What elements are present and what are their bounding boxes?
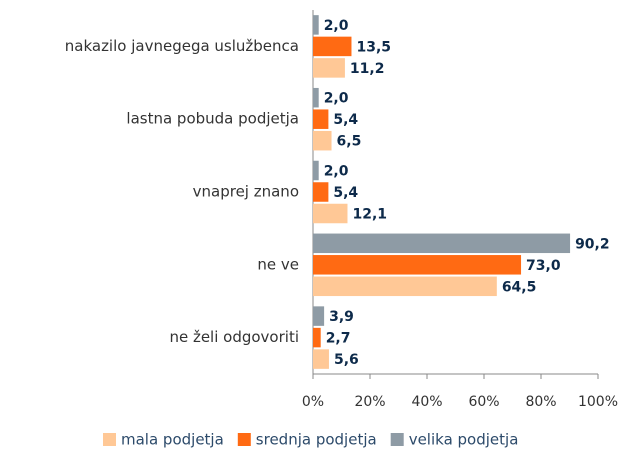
bar (313, 349, 329, 369)
x-tick-label: 80% (525, 394, 556, 410)
bar (313, 182, 329, 202)
bar (313, 276, 497, 297)
bar (313, 58, 345, 78)
value-label: 5,6 (334, 352, 359, 368)
x-tick-label: 100% (578, 394, 618, 410)
bar (313, 15, 319, 35)
x-tick-label: 40% (411, 394, 442, 410)
value-label: 5,4 (333, 112, 358, 128)
category-label: vnaprej znano (193, 183, 299, 201)
bar (313, 203, 348, 224)
value-label: 11,2 (350, 61, 385, 77)
value-label: 5,4 (333, 185, 358, 201)
value-label: 3,9 (329, 309, 354, 325)
bar (313, 87, 319, 108)
bar (313, 255, 522, 275)
category-label: lastna pobuda podjetja (126, 110, 299, 128)
value-label: 2,0 (324, 164, 349, 180)
legend-label: mala podjetja (121, 431, 224, 449)
value-label: 6,5 (337, 134, 362, 150)
value-label: 2,0 (324, 18, 349, 34)
bar (313, 130, 332, 151)
bar (313, 109, 329, 129)
category-label: ne ve (257, 255, 299, 273)
bar (313, 36, 352, 57)
bar (313, 306, 325, 326)
legend-label: srednja podjetja (256, 431, 377, 449)
value-label: 2,7 (326, 331, 351, 347)
category-label: nakazilo javnegega uslužbenca (65, 37, 299, 55)
legend-label: velika podjetja (409, 431, 519, 449)
legend-swatch (103, 433, 116, 446)
category-label: ne želi odgovoriti (169, 328, 299, 346)
x-tick-label: 60% (468, 394, 499, 410)
value-label: 64,5 (502, 279, 537, 295)
bar (313, 327, 321, 348)
value-label: 73,0 (526, 258, 561, 274)
value-label: 90,2 (575, 236, 610, 252)
bar (313, 233, 571, 254)
value-label: 13,5 (356, 39, 391, 55)
bar (313, 160, 319, 181)
legend-swatch (237, 433, 251, 446)
value-label: 2,0 (324, 91, 349, 107)
x-tick-label: 20% (354, 394, 385, 410)
legend-swatch (390, 433, 404, 446)
x-tick-label: 0% (302, 394, 324, 410)
value-label: 12,1 (352, 207, 387, 223)
